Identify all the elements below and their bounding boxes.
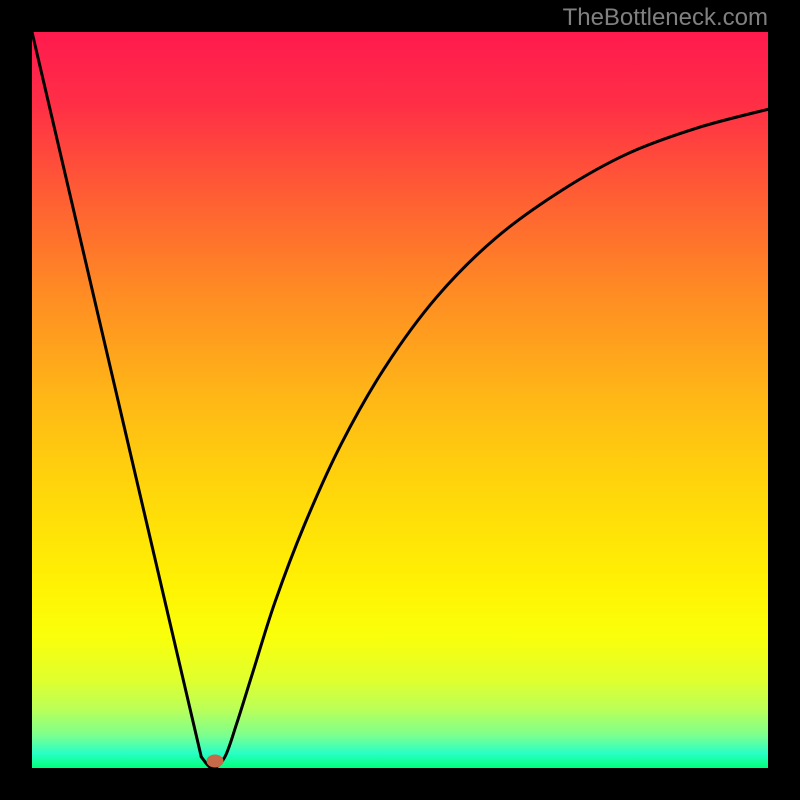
minimum-marker (206, 754, 223, 767)
plot-area (32, 32, 768, 768)
watermark-text: TheBottleneck.com (563, 4, 768, 32)
curve-right-branch (201, 109, 768, 768)
chart-container: TheBottleneck.com (0, 0, 800, 800)
curve-left-branch (32, 32, 201, 757)
curve-svg (32, 32, 768, 768)
